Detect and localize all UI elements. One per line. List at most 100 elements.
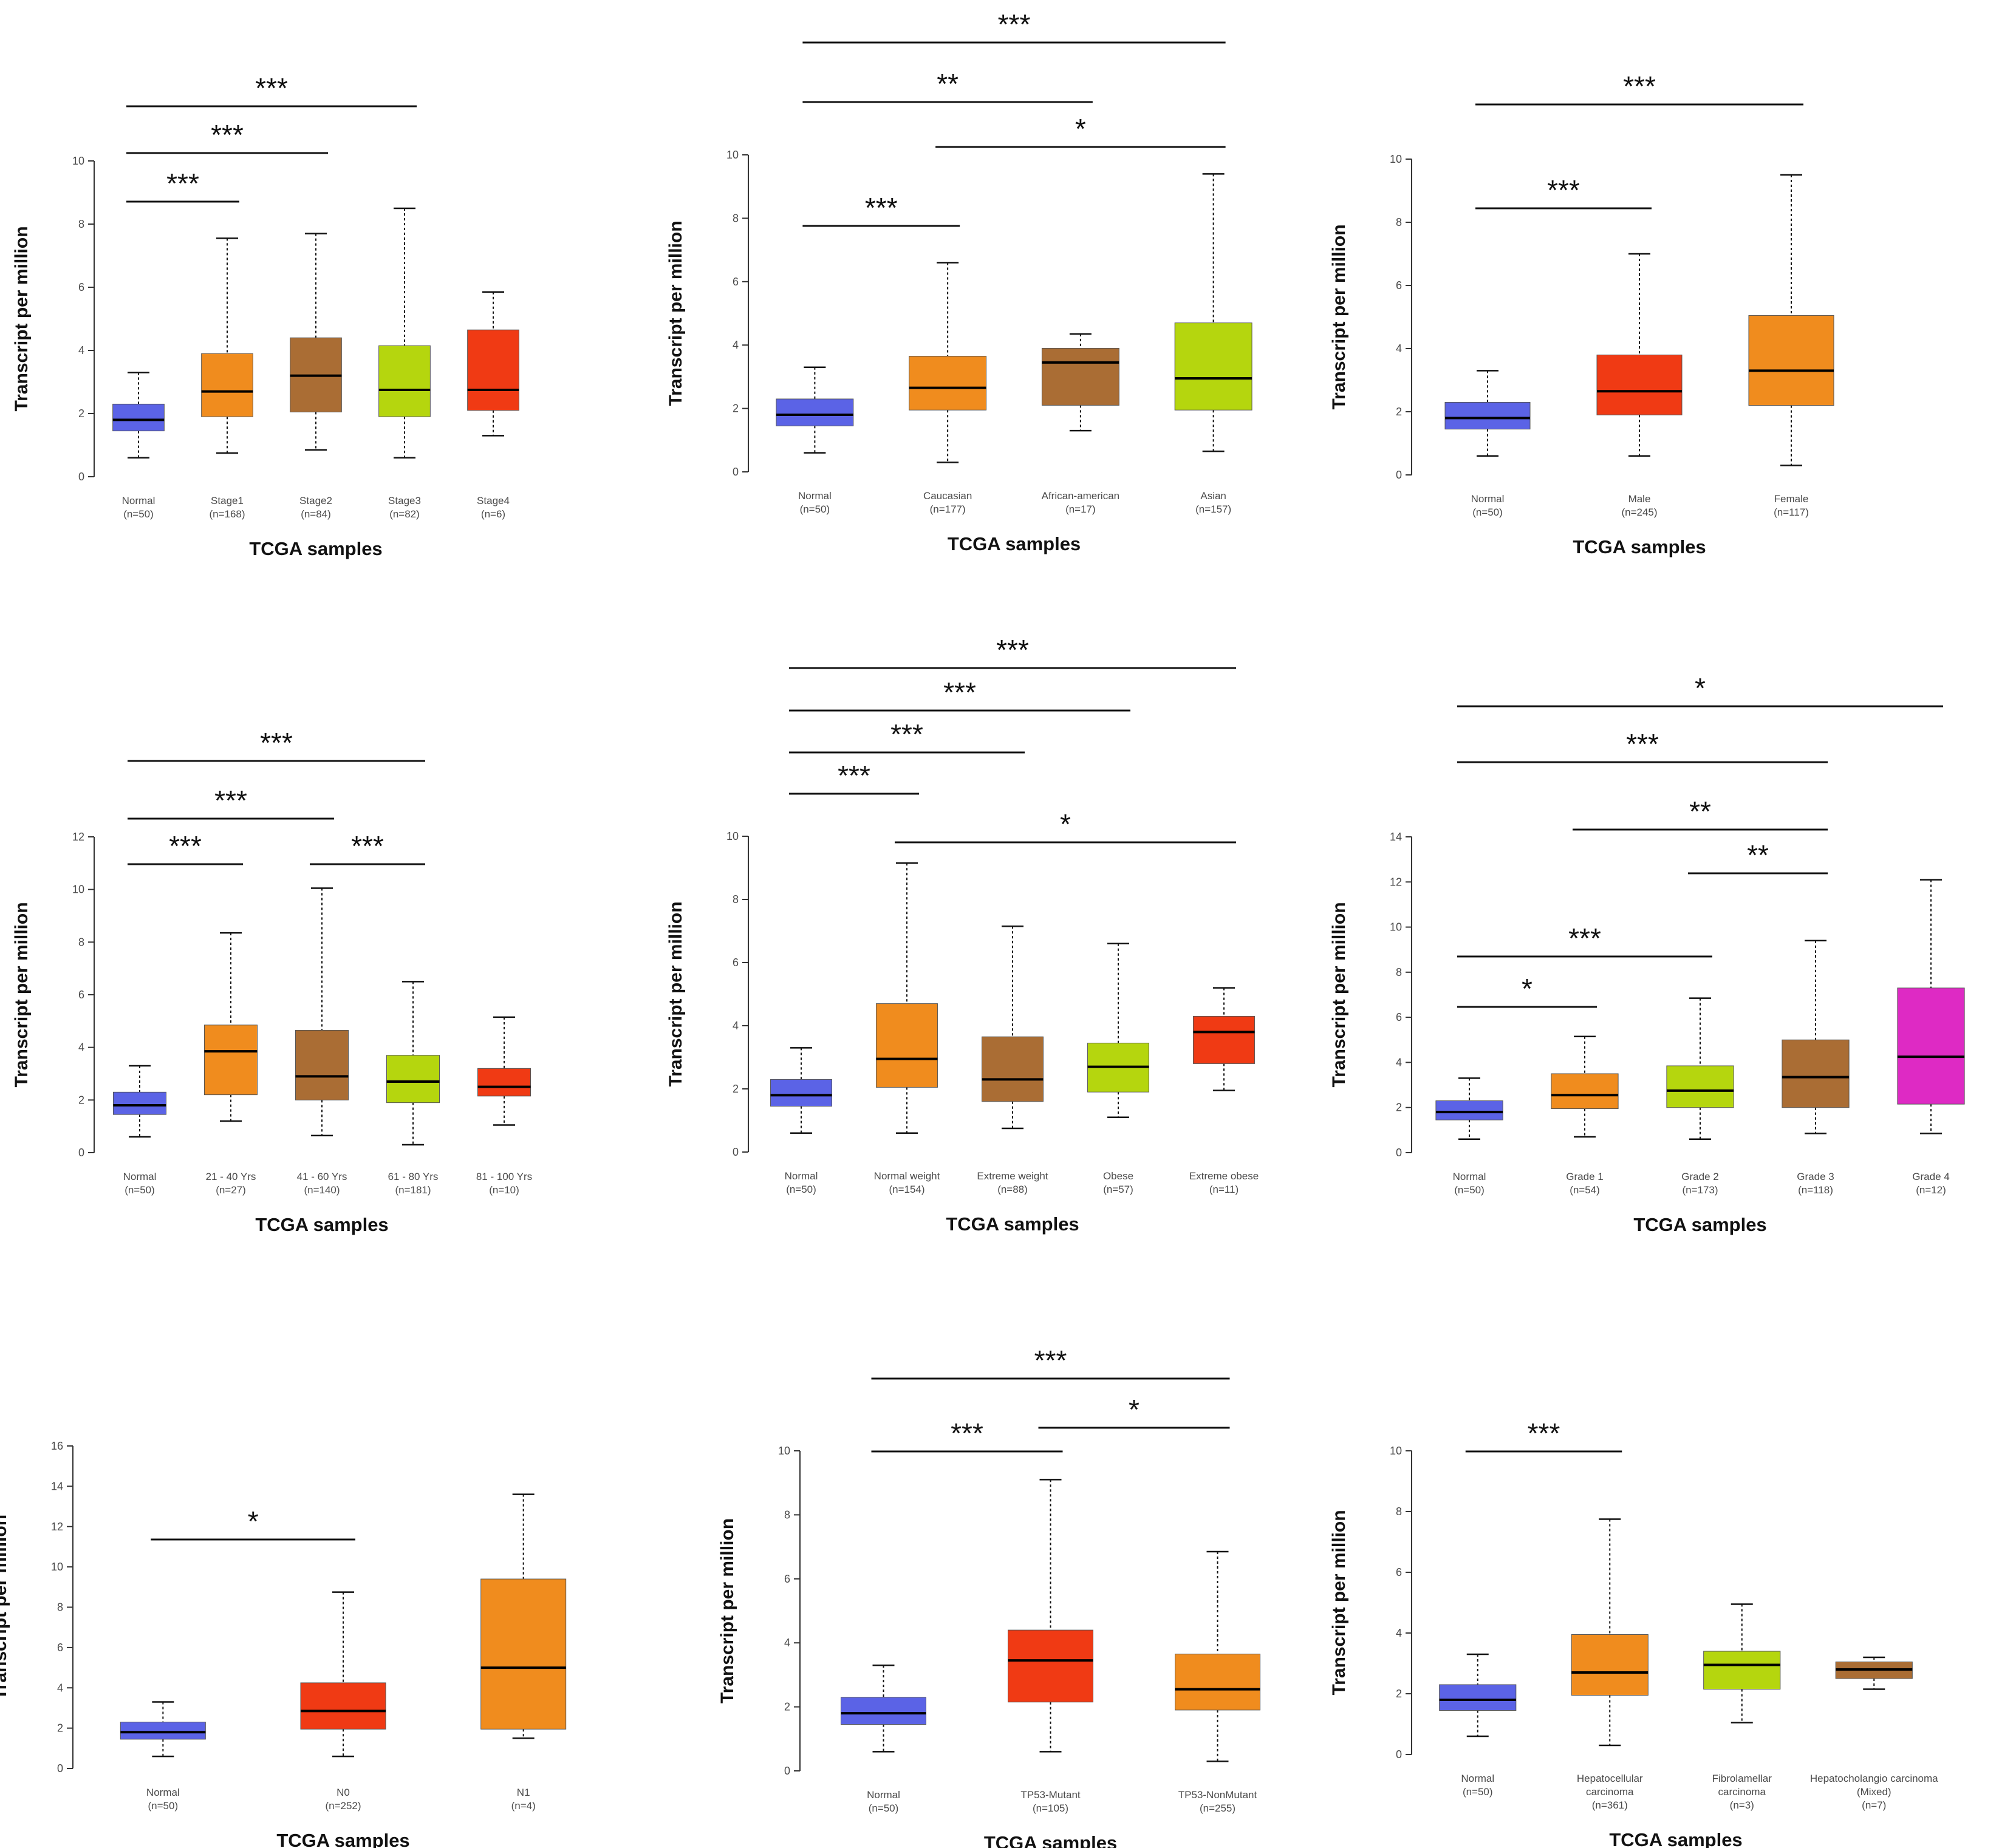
y-tick-label: 6 — [1396, 1566, 1402, 1578]
significance-label: * — [1522, 973, 1533, 1004]
y-tick-label: 2 — [57, 1722, 63, 1734]
iqr-box — [909, 355, 987, 411]
significance-label: *** — [951, 1417, 983, 1449]
x-category-n: (n=50) — [125, 1184, 155, 1196]
x-category-n: (n=255) — [1200, 1802, 1235, 1814]
y-tick-label: 8 — [733, 893, 739, 905]
significance-label: * — [1129, 1394, 1140, 1425]
y-tick-label: 2 — [78, 1094, 84, 1106]
chart-panel-5: 0 2 4 6 8 10 Transcript per million Normal (n=50… — [666, 634, 1259, 1235]
y-tick-label: 8 — [1396, 216, 1402, 228]
y-tick-label: 4 — [57, 1682, 63, 1694]
x-axis-title: TCGA samples — [948, 533, 1081, 554]
x-category-label: Stage2 — [299, 495, 332, 506]
y-axis-title: Transcript per million — [717, 1518, 737, 1703]
y-tick-label: 2 — [733, 1083, 739, 1095]
y-axis-title: Transcript per million — [1329, 902, 1349, 1087]
iqr-box — [467, 329, 519, 411]
iqr-box — [112, 403, 165, 432]
y-tick-label: 8 — [1396, 1505, 1402, 1518]
y-axis-title: Transcript per million — [666, 220, 686, 406]
x-category-label: Normal weight — [874, 1170, 940, 1182]
x-category-n: (n=157) — [1195, 503, 1231, 515]
y-tick-label: 0 — [733, 466, 739, 478]
iqr-box — [204, 1025, 258, 1096]
y-tick-label: 0 — [78, 471, 84, 483]
x-category-label: Grade 2 — [1681, 1171, 1718, 1182]
x-category-n: (n=118) — [1798, 1184, 1833, 1196]
significance-label: * — [1075, 113, 1086, 145]
x-category-label: Hepatocellular carcinoma — [1577, 1773, 1643, 1798]
box-1 — [201, 237, 253, 454]
box-3 — [1782, 939, 1850, 1134]
y-tick-label: 12 — [72, 831, 84, 843]
significance-label: ** — [1689, 796, 1711, 827]
significance-label: *** — [260, 727, 293, 759]
iqr-box — [841, 1697, 926, 1725]
box-4 — [467, 291, 519, 437]
box-0 — [776, 366, 854, 454]
iqr-box — [295, 1030, 349, 1100]
x-category-n: (n=154) — [889, 1184, 924, 1195]
x-category-n: (n=17) — [1065, 503, 1096, 515]
box-3 — [1087, 943, 1149, 1119]
chart-panel-8: 0 2 4 6 8 10 Transcript per million Normal(n=50… — [717, 1345, 1260, 1848]
x-axis-title: TCGA samples — [946, 1213, 1079, 1235]
box-4 — [1897, 879, 1965, 1134]
significance-label: *** — [998, 9, 1031, 40]
y-tick-label: 8 — [1396, 966, 1402, 978]
x-category-label: Grade 1 — [1566, 1171, 1603, 1182]
significance-label: *** — [1528, 1417, 1560, 1449]
x-category-n: (n=57) — [1103, 1184, 1133, 1195]
y-axis-title: Transcript per million — [1329, 224, 1349, 409]
significance-label: * — [248, 1505, 259, 1537]
iqr-box — [1703, 1651, 1781, 1689]
x-category-n: (n=181) — [395, 1184, 431, 1196]
x-axis-title: TCGA samples — [984, 1832, 1117, 1848]
y-tick-label: 10 — [726, 830, 739, 842]
x-category-n: (n=50) — [123, 508, 154, 520]
x-category-label: TP53-NonMutant — [1178, 1789, 1257, 1801]
y-tick-label: 10 — [1390, 921, 1402, 933]
box-1 — [876, 862, 938, 1134]
box-3 — [386, 981, 440, 1146]
x-category-label: Obese — [1103, 1170, 1133, 1182]
x-category-n: (n=50) — [786, 1184, 816, 1195]
x-category-n: (n=105) — [1033, 1802, 1068, 1814]
iqr-box — [1041, 347, 1119, 406]
y-tick-label: 4 — [1396, 1627, 1402, 1639]
iqr-box — [480, 1578, 567, 1730]
box-2 — [1703, 1603, 1781, 1724]
x-category-n: (n=84) — [301, 508, 331, 520]
x-category-n: (n=6) — [481, 508, 505, 520]
y-tick-label: 12 — [1390, 876, 1402, 888]
x-category-label: TP53-Mutant — [1020, 1789, 1081, 1801]
iqr-box — [477, 1068, 531, 1097]
iqr-box — [1439, 1684, 1517, 1711]
box-3 — [1174, 173, 1252, 452]
y-tick-label: 2 — [733, 403, 739, 415]
box-1 — [1551, 1035, 1619, 1138]
significance-label: *** — [943, 677, 976, 708]
x-axis-title: TCGA samples — [1573, 536, 1706, 557]
x-category-label: Fibrolamellar carcinoma — [1712, 1773, 1772, 1798]
iqr-box — [1551, 1073, 1619, 1110]
box-3 — [1835, 1656, 1913, 1690]
x-category-label: Hepatocholangio carcinoma (Mixed) — [1810, 1773, 1938, 1798]
y-axis-title: Transcript per million — [12, 226, 32, 411]
x-category-n: (n=12) — [1916, 1184, 1946, 1196]
y-tick-label: 6 — [78, 989, 84, 1001]
y-tick-label: 14 — [51, 1480, 63, 1492]
x-category-n: (n=173) — [1682, 1184, 1718, 1196]
y-tick-label: 10 — [51, 1561, 63, 1573]
iqr-box — [770, 1079, 832, 1107]
y-tick-label: 10 — [1390, 1445, 1402, 1457]
box-2 — [1175, 1550, 1260, 1762]
iqr-box — [201, 353, 253, 417]
y-tick-label: 4 — [1396, 1056, 1402, 1068]
x-category-label: Male — [1628, 493, 1651, 505]
y-axis-title: Transcript per million — [0, 1515, 10, 1700]
x-category-label: 41 - 60 Yrs — [297, 1171, 347, 1182]
box-1 — [909, 262, 987, 463]
x-category-n: (n=177) — [930, 503, 966, 515]
